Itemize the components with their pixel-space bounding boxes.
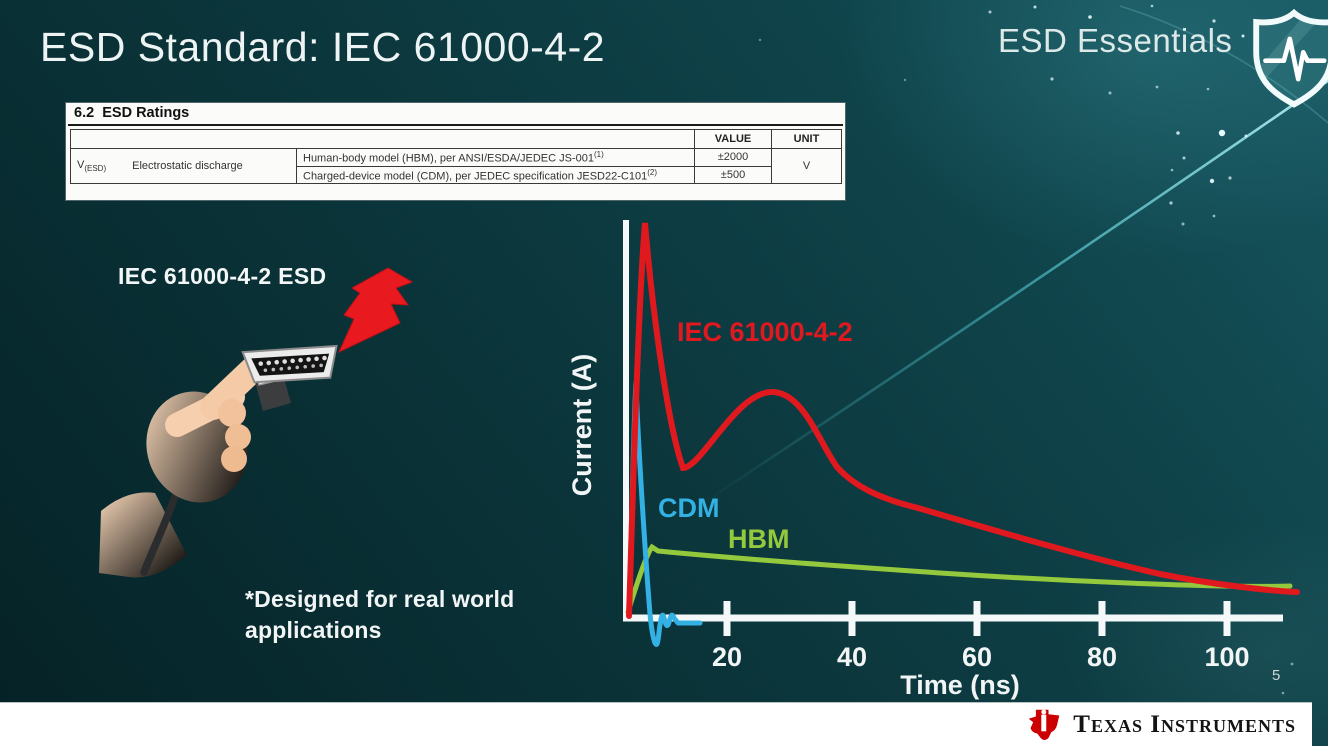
page-title: ESD Standard: IEC 61000-4-2 bbox=[40, 24, 606, 70]
cdm-curve-label: CDM bbox=[658, 493, 720, 523]
value-header: VALUE bbox=[694, 129, 772, 149]
x-axis-label: Time (ns) bbox=[900, 670, 1020, 700]
section-number: 6.2 bbox=[74, 105, 95, 121]
esd-waveform-chart: 20 40 60 80 100 Time (ns) Current (A) IE… bbox=[567, 220, 1300, 700]
esd-ratings-table: VALUE UNIT V(ESD) Electrostatic discharg… bbox=[70, 129, 842, 185]
table-row: V(ESD) Electrostatic discharge Human-bod… bbox=[70, 147, 842, 185]
ratings-table-panel: 6.2 ESD Ratings VALUE UNIT V(ESD) Electr… bbox=[66, 103, 845, 200]
footer-bar: Texas Instruments bbox=[0, 702, 1312, 746]
section-underline bbox=[68, 124, 843, 126]
table-row: Charged-device model (CDM), per JEDEC sp… bbox=[71, 165, 842, 185]
esd-shield-icon bbox=[1253, 8, 1328, 108]
hdmi-connector bbox=[241, 344, 338, 384]
parameter-cell: V(ESD) Electrostatic discharge bbox=[70, 147, 297, 185]
footnote-text: *Designed for real world applications bbox=[245, 586, 515, 643]
tick-label: 20 bbox=[712, 642, 742, 672]
tick-label: 100 bbox=[1204, 642, 1249, 672]
model-cell: Human-body model (HBM), per ANSI/ESDA/JE… bbox=[296, 148, 695, 167]
section-heading: 6.2 ESD Ratings bbox=[74, 105, 189, 121]
hbm-curve-label: HBM bbox=[728, 524, 790, 554]
lightning-bolt-icon bbox=[337, 267, 414, 354]
iec-curve-label: IEC 61000-4-2 bbox=[677, 317, 853, 347]
empty-header-cell bbox=[70, 129, 695, 149]
program-name: ESD Essentials bbox=[998, 22, 1233, 59]
hbm-curve bbox=[625, 543, 1293, 615]
tick-label: 40 bbox=[837, 642, 867, 672]
slide-number: 5 bbox=[1272, 667, 1281, 684]
parameter-label: Electrostatic discharge bbox=[132, 160, 243, 173]
symbol: V(ESD) bbox=[77, 159, 107, 174]
model-cell: Charged-device model (CDM), per JEDEC sp… bbox=[296, 165, 695, 185]
section-title: ESD Ratings bbox=[102, 105, 190, 121]
unit-header: UNIT bbox=[771, 129, 842, 149]
pulse-line-icon bbox=[1263, 36, 1327, 82]
footer-brand-name: Texas Instruments bbox=[1073, 710, 1296, 738]
texas-instruments-logo-icon bbox=[1028, 708, 1060, 740]
hand-holding-cable-illustration bbox=[99, 267, 414, 578]
table-header-row: VALUE UNIT bbox=[70, 129, 842, 149]
value-cell: ±2000 bbox=[694, 148, 772, 167]
iec-curve bbox=[626, 222, 1300, 619]
y-axis-label: Current (A) bbox=[567, 354, 597, 497]
value-cell: ±500 bbox=[694, 165, 772, 185]
illustration-label: IEC 61000-4-2 ESD bbox=[118, 263, 327, 289]
unit-cell: V bbox=[771, 147, 842, 185]
tick-label: 80 bbox=[1087, 642, 1117, 672]
index-finger bbox=[200, 356, 266, 420]
curled-fingers bbox=[218, 399, 251, 472]
cable bbox=[140, 481, 183, 576]
tick-label: 60 bbox=[962, 642, 992, 672]
x-axis-ticks bbox=[723, 601, 1231, 636]
